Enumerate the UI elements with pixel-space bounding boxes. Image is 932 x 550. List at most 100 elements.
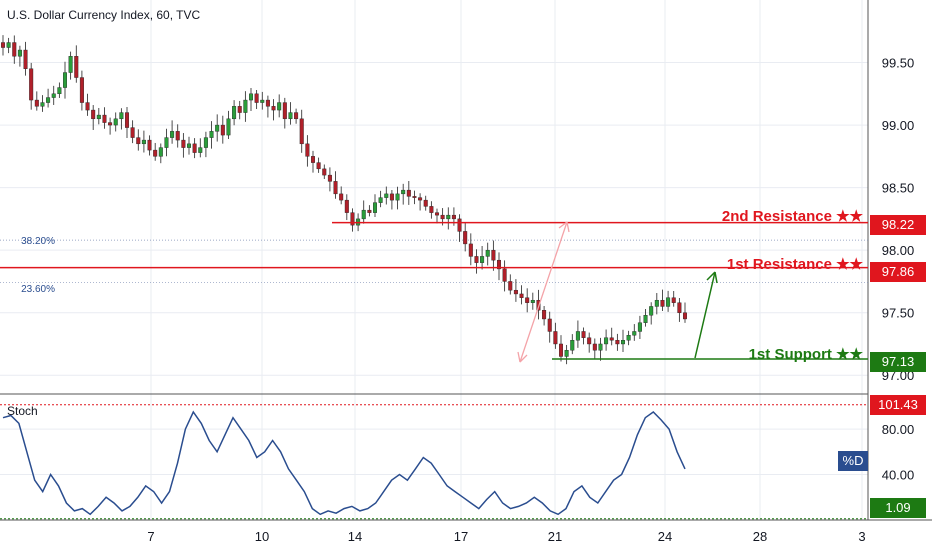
candle-body xyxy=(91,109,96,120)
candle-body xyxy=(649,306,654,316)
candle-body xyxy=(1,42,5,48)
candle-body xyxy=(660,299,665,307)
candle-body xyxy=(463,231,468,245)
candle-body xyxy=(457,218,462,232)
candle-body xyxy=(119,112,124,120)
price-candles xyxy=(1,35,688,365)
support-1-label: 1st Support ★★ xyxy=(749,346,864,363)
fib-levels xyxy=(0,239,868,284)
price-tick-label: 98.50 xyxy=(882,181,915,196)
candle-body xyxy=(598,343,603,351)
candle-body xyxy=(198,147,203,153)
time-tick-label: 24 xyxy=(658,529,672,544)
stoch-tag-lower: 1.09 xyxy=(870,498,926,518)
candle-body xyxy=(446,214,451,220)
candle-body xyxy=(451,214,456,220)
candle-body xyxy=(497,259,502,270)
candle-body xyxy=(367,209,372,213)
candle-body xyxy=(277,102,282,111)
candle-body xyxy=(406,189,411,197)
candle-body xyxy=(311,156,316,163)
price-tag-97-86: 97.86 xyxy=(870,262,926,282)
candle-body xyxy=(344,199,349,213)
candle-body xyxy=(248,93,253,101)
candle-body xyxy=(435,212,440,216)
candle-body xyxy=(23,49,28,69)
candle-body xyxy=(294,112,299,120)
time-tick-label: 7 xyxy=(147,529,154,544)
candle-body xyxy=(282,102,287,120)
candle-body xyxy=(136,137,141,145)
candle-body xyxy=(130,127,135,138)
candle-body xyxy=(361,209,366,220)
price-tag-98-22-text: 98.22 xyxy=(882,217,915,232)
candle-body xyxy=(559,343,564,357)
candle-body xyxy=(581,331,586,338)
stoch-tick-label: 80.00 xyxy=(882,422,915,437)
fib-236-label: 23.60% xyxy=(21,284,55,295)
candle-body xyxy=(102,114,107,123)
stoch-title: Stoch xyxy=(7,404,38,418)
candle-body xyxy=(423,199,428,207)
candle-body xyxy=(468,243,473,257)
resistance-1-label: 1st Resistance ★★ xyxy=(727,256,864,273)
candle-body xyxy=(547,318,552,332)
candle-body xyxy=(288,112,293,120)
candle-body xyxy=(480,256,485,263)
candle-body xyxy=(170,131,175,138)
candle-body xyxy=(604,337,609,345)
candle-body xyxy=(671,297,676,303)
candle-body xyxy=(17,49,22,57)
stoch-axis-ticks: 80.00 40.00 xyxy=(882,422,915,482)
candle-body xyxy=(373,202,378,213)
time-tick-label: 21 xyxy=(548,529,562,544)
stoch-d-badge: %D xyxy=(838,451,868,471)
candle-body xyxy=(68,56,73,73)
candle-body xyxy=(418,197,423,201)
candle-body xyxy=(141,139,146,145)
candle-body xyxy=(378,197,383,203)
candle-body xyxy=(677,302,682,313)
candle-body xyxy=(164,137,169,148)
price-tag-97-13: 97.13 xyxy=(870,352,926,372)
time-tick-label: 14 xyxy=(348,529,362,544)
candle-body xyxy=(74,56,79,78)
candle-body xyxy=(34,99,39,107)
candle-body xyxy=(124,112,129,128)
candle-body xyxy=(683,312,688,320)
candle-body xyxy=(333,181,338,195)
candle-body xyxy=(237,106,242,113)
fib-arrow-head-top xyxy=(558,221,570,233)
candle-body xyxy=(542,309,547,320)
price-tag-98-22: 98.22 xyxy=(870,215,926,235)
candle-body xyxy=(519,293,524,298)
stoch-d-line xyxy=(2,410,686,516)
candle-body xyxy=(305,143,310,157)
candle-body xyxy=(299,118,304,145)
price-tag-97-86-text: 97.86 xyxy=(882,264,915,279)
candle-body xyxy=(40,102,45,107)
stoch-tick-label: 40.00 xyxy=(882,468,915,483)
candle-body xyxy=(491,249,496,261)
time-tick-label: 17 xyxy=(454,529,468,544)
fib-arrow-head-bottom xyxy=(517,351,528,363)
candle-body xyxy=(215,124,220,132)
time-axis-ticks: 7 10 14 17 21 24 28 3 xyxy=(147,529,865,544)
candle-body xyxy=(502,268,507,282)
candle-body xyxy=(265,99,270,107)
price-tick-label: 99.50 xyxy=(882,56,915,71)
candle-body xyxy=(575,331,580,341)
candle-body xyxy=(226,118,231,136)
candle-body xyxy=(203,137,208,148)
candle-body xyxy=(570,340,575,351)
level-lines xyxy=(0,221,868,360)
candle-body xyxy=(666,297,671,307)
candle-body xyxy=(113,118,118,126)
candle-body xyxy=(632,331,637,336)
candle-body xyxy=(401,189,406,195)
candle-body xyxy=(260,99,265,103)
candle-body xyxy=(322,168,327,176)
candle-body xyxy=(96,114,101,120)
stoch-d-badge-text: %D xyxy=(843,453,864,468)
candle-body xyxy=(209,131,214,138)
